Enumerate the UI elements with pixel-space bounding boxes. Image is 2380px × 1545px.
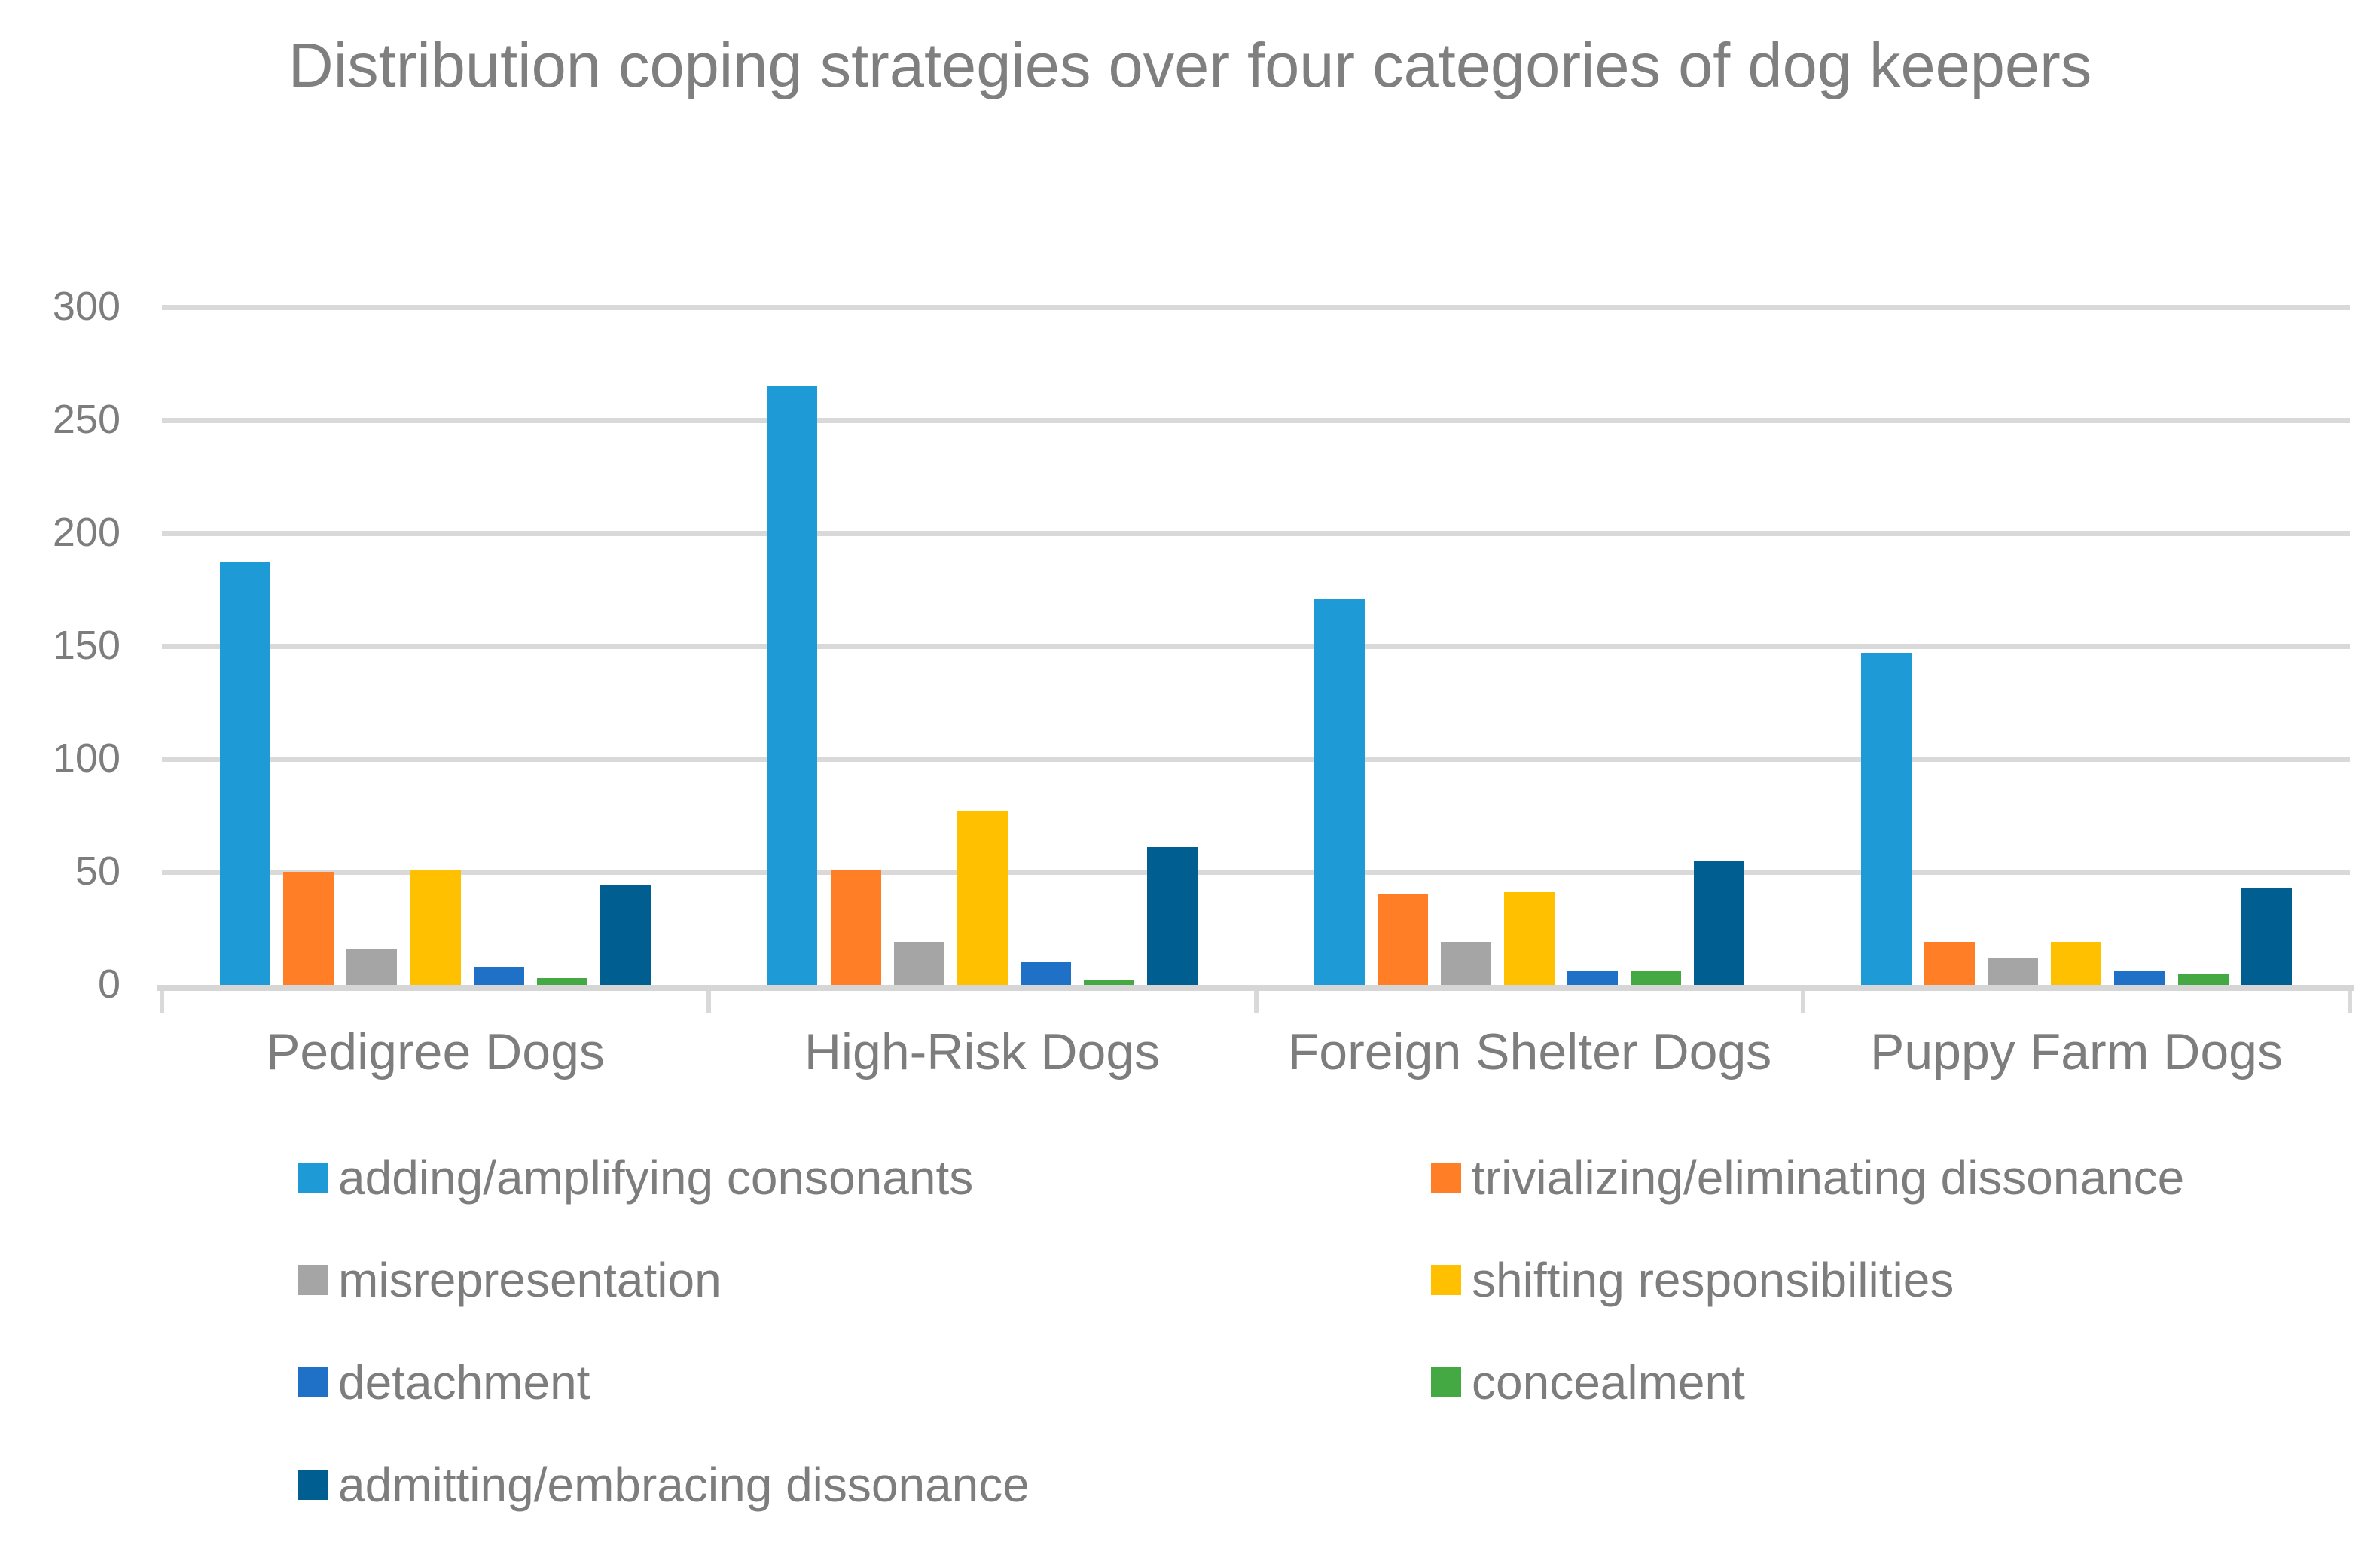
y-tick-label-100: 100 bbox=[52, 736, 121, 781]
bar-high-risk-dogs-concealment bbox=[1084, 980, 1134, 985]
legend-swatch-icon-misrepresentation bbox=[298, 1265, 328, 1295]
x-axis-category-labels: Pedigree Dogs High-Risk Dogs Foreign Shelt… bbox=[162, 1022, 2350, 1090]
legend-label-misrepresentation: misrepresentation bbox=[338, 1253, 722, 1307]
legend-label-shifting-responsibilities: shifting responsibilities bbox=[1472, 1253, 1954, 1307]
legend-swatch-icon-adding-amplifying-consonants bbox=[298, 1163, 328, 1193]
legend-item-concealment: concealment bbox=[1431, 1355, 2380, 1410]
legend-item-shifting-responsibilities: shifting responsibilities bbox=[1431, 1252, 2380, 1308]
legend-label-adding-amplifying-consonants: adding/amplifying consonants bbox=[338, 1150, 974, 1205]
x-axis-boundary-tick-0 bbox=[160, 991, 164, 1013]
legend-item-misrepresentation: misrepresentation bbox=[298, 1252, 1431, 1308]
gridline-150 bbox=[162, 644, 2350, 649]
bar-puppy-farm-dogs-shifting-responsibilities bbox=[2051, 942, 2101, 985]
bar-foreign-shelter-dogs-admitting-embracing-dissonance bbox=[1694, 861, 1744, 985]
legend-label-concealment: concealment bbox=[1472, 1355, 1745, 1409]
bar-high-risk-dogs-misrepresentation bbox=[894, 942, 944, 985]
y-tick-label-250: 250 bbox=[52, 397, 121, 442]
bar-foreign-shelter-dogs-shifting-responsibilities bbox=[1504, 892, 1555, 985]
legend-swatch-icon-admitting-embracing-dissonance bbox=[298, 1470, 328, 1500]
x-axis-boundary-tick-4 bbox=[2348, 991, 2352, 1013]
legend-swatch-icon-trivializing-eliminating-dissonance bbox=[1431, 1163, 1461, 1193]
bar-puppy-farm-dogs-adding-amplifying-consonants bbox=[1861, 653, 1912, 985]
bar-high-risk-dogs-shifting-responsibilities bbox=[957, 811, 1008, 985]
bar-foreign-shelter-dogs-adding-amplifying-consonants bbox=[1314, 599, 1365, 985]
plot-area bbox=[157, 305, 2354, 1013]
legend-item-admitting-embracing-dissonance: admitting/embracing dissonance bbox=[298, 1457, 1431, 1513]
gridline-300 bbox=[162, 305, 2350, 310]
x-axis-boundary-tick-1 bbox=[706, 991, 711, 1013]
bar-puppy-farm-dogs-detachment bbox=[2114, 971, 2165, 985]
x-axis-line bbox=[157, 985, 2354, 991]
chart-title: Distribution coping strategies over four… bbox=[288, 30, 2092, 100]
x-axis-boundary-tick-2 bbox=[1254, 991, 1259, 1013]
category-label-puppy-farm-dogs: Puppy Farm Dogs bbox=[1870, 1023, 2283, 1080]
legend: adding/amplifying consonants trivializing… bbox=[298, 1126, 2380, 1536]
bar-high-risk-dogs-admitting-embracing-dissonance bbox=[1147, 847, 1198, 985]
bar-puppy-farm-dogs-admitting-embracing-dissonance bbox=[2241, 888, 2292, 985]
y-tick-label-50: 50 bbox=[75, 849, 121, 894]
bar-foreign-shelter-dogs-trivializing-eliminating-dissonance bbox=[1378, 894, 1428, 985]
bar-high-risk-dogs-detachment bbox=[1021, 962, 1071, 985]
y-tick-label-200: 200 bbox=[52, 510, 121, 555]
y-tick-label-150: 150 bbox=[52, 623, 121, 668]
bar-foreign-shelter-dogs-concealment bbox=[1631, 971, 1681, 985]
x-axis-boundary-tick-3 bbox=[1801, 991, 1805, 1013]
y-tick-label-0: 0 bbox=[97, 961, 121, 1007]
bar-puppy-farm-dogs-concealment bbox=[2178, 974, 2229, 985]
gridline-250 bbox=[162, 418, 2350, 423]
gridline-50 bbox=[162, 870, 2350, 875]
category-label-foreign-shelter-dogs: Foreign Shelter Dogs bbox=[1287, 1023, 1772, 1080]
bar-pedigree-dogs-admitting-embracing-dissonance bbox=[600, 885, 651, 985]
category-label-high-risk-dogs: High-Risk Dogs bbox=[804, 1023, 1161, 1080]
legend-swatch-icon-concealment bbox=[1431, 1367, 1461, 1397]
bar-pedigree-dogs-trivializing-eliminating-dissonance bbox=[283, 872, 334, 985]
legend-item-trivializing-eliminating-dissonance: trivializing/eliminating dissonance bbox=[1431, 1150, 2380, 1205]
legend-label-detachment: detachment bbox=[338, 1355, 590, 1409]
bar-pedigree-dogs-concealment bbox=[537, 978, 587, 985]
legend-label-admitting-embracing-dissonance: admitting/embracing dissonance bbox=[338, 1458, 1030, 1512]
gridline-200 bbox=[162, 531, 2350, 536]
bar-high-risk-dogs-adding-amplifying-consonants bbox=[767, 386, 817, 985]
category-label-pedigree-dogs: Pedigree Dogs bbox=[266, 1023, 605, 1080]
bar-pedigree-dogs-misrepresentation bbox=[346, 949, 397, 985]
legend-item-detachment: detachment bbox=[298, 1355, 1431, 1410]
bar-foreign-shelter-dogs-misrepresentation bbox=[1441, 942, 1491, 985]
legend-swatch-icon-shifting-responsibilities bbox=[1431, 1265, 1461, 1295]
bar-pedigree-dogs-shifting-responsibilities bbox=[410, 870, 461, 985]
gridline-100 bbox=[162, 757, 2350, 762]
bar-foreign-shelter-dogs-detachment bbox=[1567, 971, 1618, 985]
bar-puppy-farm-dogs-misrepresentation bbox=[1988, 958, 2038, 985]
legend-item-adding-amplifying-consonants: adding/amplifying consonants bbox=[298, 1150, 1431, 1205]
y-axis-labels: 0 50 100 150 200 250 300 bbox=[0, 284, 121, 1007]
bar-high-risk-dogs-trivializing-eliminating-dissonance bbox=[831, 870, 881, 985]
legend-label-trivializing-eliminating-dissonance: trivializing/eliminating dissonance bbox=[1472, 1150, 2185, 1205]
y-tick-label-300: 300 bbox=[52, 284, 121, 329]
legend-swatch-icon-detachment bbox=[298, 1367, 328, 1397]
bar-puppy-farm-dogs-trivializing-eliminating-dissonance bbox=[1924, 942, 1975, 985]
bar-pedigree-dogs-detachment bbox=[474, 967, 524, 985]
bar-pedigree-dogs-adding-amplifying-consonants bbox=[220, 562, 270, 985]
